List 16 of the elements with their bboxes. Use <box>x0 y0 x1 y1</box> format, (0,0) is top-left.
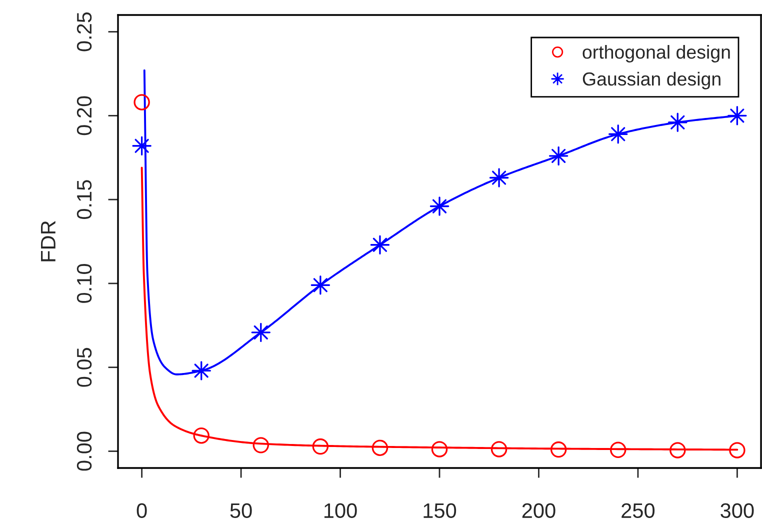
x-tick-label: 200 <box>522 503 556 518</box>
y-tick-label: 0.00 <box>76 432 92 471</box>
y-tick-label: 0.05 <box>76 348 92 387</box>
y-axis-title: FDR <box>41 221 56 262</box>
x-tick-label: 300 <box>720 503 754 518</box>
y-tick-label: 0.25 <box>76 12 92 52</box>
legend-label: Gaussian design <box>582 72 720 90</box>
x-tick-label: 100 <box>324 503 357 518</box>
x-tick-label: 150 <box>424 503 456 518</box>
y-tick-label: 0.15 <box>76 180 92 220</box>
x-tick-label: 50 <box>230 503 252 518</box>
legend-label: orthogonal design <box>582 45 730 62</box>
x-tick-label: 250 <box>622 503 655 518</box>
x-tick-label: 0 <box>136 503 147 518</box>
y-tick-label: 0.20 <box>76 96 92 136</box>
y-tick-label: 0.10 <box>76 264 92 303</box>
